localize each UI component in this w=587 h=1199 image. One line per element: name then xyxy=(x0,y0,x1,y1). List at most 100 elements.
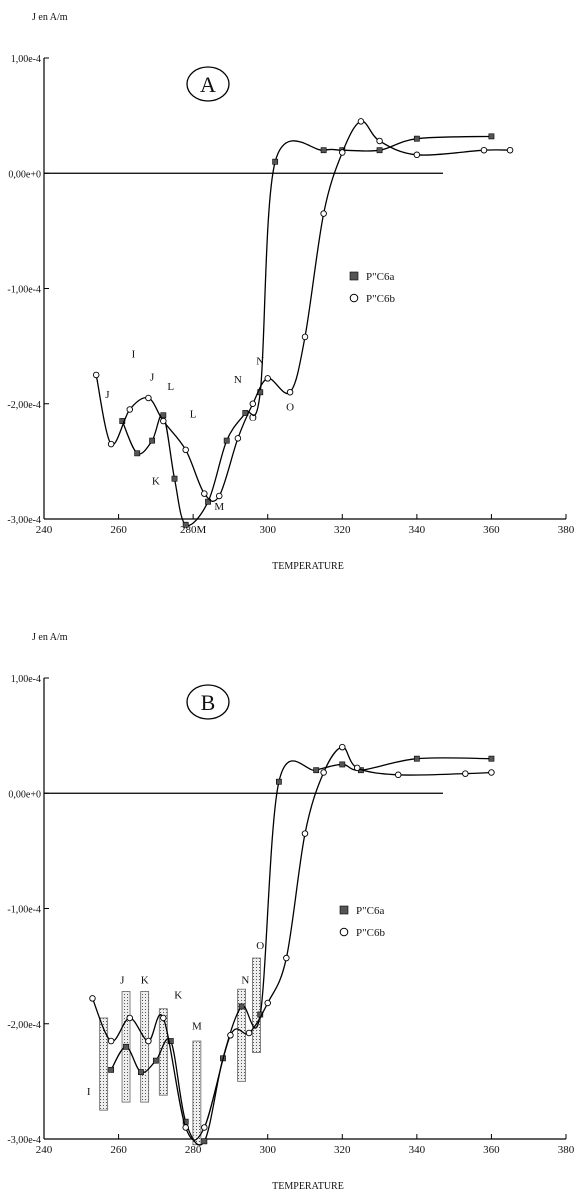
panel-badge xyxy=(186,66,230,102)
data-point-circle xyxy=(249,400,257,408)
range-bar xyxy=(140,991,150,1103)
legend-label: P"C6a xyxy=(356,905,384,917)
series-line-square xyxy=(110,757,492,1146)
legend-marker-circle xyxy=(339,927,349,937)
data-point-circle xyxy=(234,435,242,442)
x-tick-label: 320 xyxy=(334,1144,351,1156)
annotation-label: O xyxy=(256,940,264,952)
data-point-square xyxy=(313,767,320,774)
data-point-square xyxy=(108,1066,115,1073)
data-point-circle xyxy=(201,1124,208,1131)
x-tick-label: 380 xyxy=(558,524,575,536)
x-tick-label: 340 xyxy=(409,1144,426,1156)
data-point-circle xyxy=(394,771,402,779)
data-point-square xyxy=(223,437,230,444)
series-line-square xyxy=(121,135,492,527)
data-point-circle xyxy=(353,764,361,772)
x-tick-label: 260 xyxy=(110,524,127,536)
data-point-square xyxy=(123,1043,129,1050)
data-point-circle xyxy=(107,440,115,448)
y-tick-label: 0,00e+0 xyxy=(8,169,41,180)
data-point-circle xyxy=(320,769,327,776)
data-point-circle xyxy=(376,137,383,145)
x-axis-title: TEMPERATURE xyxy=(272,561,344,572)
x-axis-title: TEMPERATURE xyxy=(272,1181,344,1192)
data-point-square xyxy=(171,475,178,482)
range-bar xyxy=(252,957,261,1053)
data-point-square xyxy=(488,755,495,762)
annotation-label: O xyxy=(249,412,257,424)
data-point-circle xyxy=(182,1124,189,1131)
data-point-square xyxy=(138,1069,144,1076)
range-bar xyxy=(192,1040,202,1146)
annotation-label: I xyxy=(132,349,136,361)
annotation-label: J xyxy=(150,372,155,384)
legend-label: P"C6b xyxy=(366,293,395,305)
series-line-circle xyxy=(91,746,492,1141)
data-point-square xyxy=(152,1057,159,1064)
y-axis-title: J en A/m xyxy=(32,632,68,643)
data-point-square xyxy=(413,135,420,142)
annotation-label: L xyxy=(190,409,197,421)
x-tick-label: 360 xyxy=(483,524,500,536)
data-point-square xyxy=(134,450,141,457)
data-point-circle xyxy=(92,371,100,379)
annotation-label: N xyxy=(241,974,249,986)
annotation-label: M xyxy=(214,501,224,513)
annotation-label: M xyxy=(192,1021,202,1033)
x-tick-label: 300 xyxy=(259,1144,276,1156)
panel-badge xyxy=(186,684,230,720)
x-tick-label: 360 xyxy=(483,1144,500,1156)
x-tick-label: 340 xyxy=(409,524,426,536)
data-point-circle xyxy=(126,406,134,413)
range-bar xyxy=(158,1008,168,1096)
panel-label: B xyxy=(201,690,216,715)
data-point-square xyxy=(238,1003,245,1010)
data-point-square xyxy=(376,147,383,154)
data-point-circle xyxy=(283,954,290,962)
data-point-square xyxy=(488,133,495,140)
data-point-circle xyxy=(462,770,469,777)
y-tick-label: -3,00e-4 xyxy=(7,1135,41,1146)
legend-marker-circle xyxy=(349,293,359,303)
data-point-circle xyxy=(126,1014,134,1022)
legend-marker-square xyxy=(349,271,359,281)
data-point-circle xyxy=(182,446,189,454)
data-point-circle xyxy=(301,830,309,837)
data-point-square xyxy=(275,778,282,785)
y-tick-label: -2,00e-4 xyxy=(7,1020,41,1031)
data-point-circle xyxy=(245,1029,253,1037)
data-point-square xyxy=(413,755,420,762)
data-point-square xyxy=(320,147,327,154)
y-tick-label: -1,00e-4 xyxy=(7,285,41,296)
data-point-circle xyxy=(488,769,495,776)
chart-panel-b: 1,00e-4 0,00e+0 -1,00e-4 -2,00e-4 -3,00e-424… xyxy=(7,632,574,1192)
data-point-circle xyxy=(160,1014,167,1022)
data-point-circle xyxy=(215,492,223,500)
data-point-circle xyxy=(301,333,309,341)
data-point-circle xyxy=(286,388,294,396)
data-point-circle xyxy=(357,118,365,125)
data-point-circle xyxy=(89,995,96,1002)
data-point-circle xyxy=(480,146,488,154)
legend-label: P"C6a xyxy=(366,271,394,283)
annotation-label: I xyxy=(87,1086,91,1098)
y-tick-label: -1,00e-4 xyxy=(7,905,41,916)
data-point-circle xyxy=(339,149,346,156)
annotation-label: J xyxy=(105,389,110,401)
data-point-circle xyxy=(145,1037,152,1045)
annotation-label: K xyxy=(152,475,160,487)
x-tick-label: 380 xyxy=(558,1144,575,1156)
x-tick-label: 240 xyxy=(36,1144,53,1156)
annotation-label: N xyxy=(234,374,242,386)
range-bar xyxy=(99,1017,109,1111)
x-tick-label: 260 xyxy=(110,1144,127,1156)
y-tick-label: 0,00e+0 xyxy=(8,789,41,800)
y-tick-label: 1,00e-4 xyxy=(11,674,41,685)
y-tick-label: -3,00e-4 xyxy=(7,515,41,526)
x-tick-label: 280 xyxy=(185,1144,202,1156)
range-bar xyxy=(237,988,247,1082)
data-point-square xyxy=(339,761,346,768)
series-line-circle xyxy=(95,120,511,502)
data-point-circle xyxy=(107,1037,115,1045)
